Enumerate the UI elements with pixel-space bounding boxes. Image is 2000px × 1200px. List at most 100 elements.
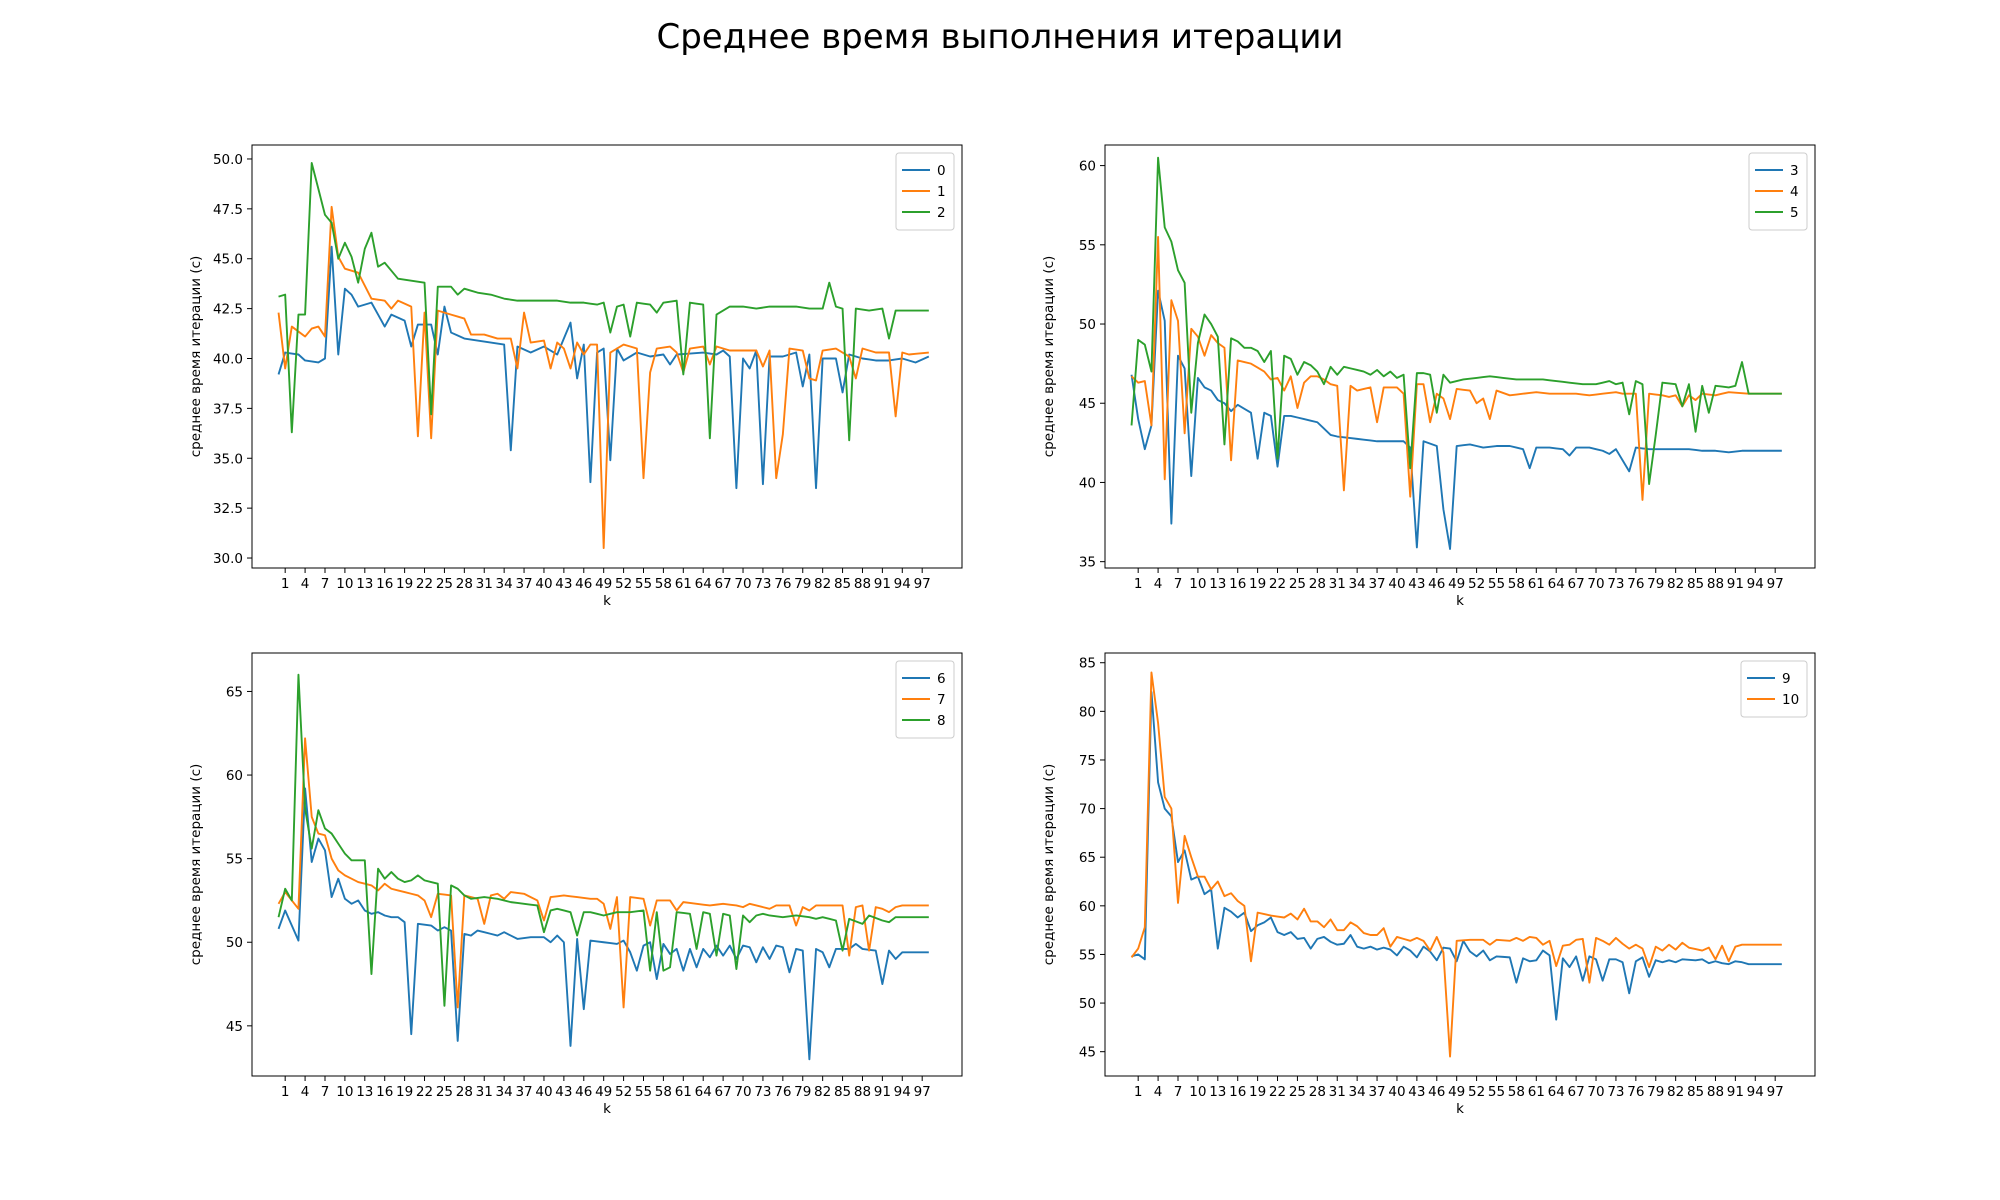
x-axis: 1 4 7 10 13 16 19 22 25 28 31 34 37 40 43 46 49 52 55 58 61 6…	[1134, 1076, 1784, 1100]
legend-label-4: 4	[1790, 184, 1799, 200]
series-line-5	[1130, 156, 1782, 485]
x-tick-label: 88	[1707, 576, 1724, 592]
subplot-grid: 1 4 7 10 13 16 19 22 25 28 31 34 37 40 43 46 49 52 55 58 61 6…	[188, 144, 1816, 1117]
x-tick-label: 31	[476, 576, 493, 592]
x-tick-label: 94	[894, 1084, 911, 1100]
x-tick-label: 52	[615, 1084, 632, 1100]
x-tick-label: 64	[1548, 576, 1565, 592]
x-tick-label: 94	[894, 576, 911, 592]
x-tick-label: 28	[1309, 576, 1326, 592]
x-tick-label: 46	[575, 576, 592, 592]
x-tick-label: 91	[874, 1084, 891, 1100]
series-line-4	[1130, 235, 1782, 501]
x-tick-label: 19	[1249, 1084, 1266, 1100]
y-tick-label: 50	[226, 935, 243, 951]
series-line-1	[277, 205, 929, 549]
y-axis-label: среднее время итерации (с)	[1041, 256, 1057, 458]
y-tick-label: 50	[1079, 317, 1096, 333]
x-tick-label: 13	[356, 1084, 373, 1100]
x-tick-label: 79	[1647, 576, 1664, 592]
x-tick-label: 16	[1229, 1084, 1246, 1100]
subplot-1: 1 4 7 10 13 16 19 22 25 28 31 34 37 40 43 46 49 52 55 58 61 6…	[1041, 144, 1816, 609]
series-line-6	[277, 787, 929, 1061]
x-tick-label: 70	[1587, 576, 1604, 592]
x-tick-label: 67	[715, 576, 732, 592]
x-tick-label: 97	[914, 1084, 931, 1100]
x-tick-label: 4	[301, 576, 310, 592]
y-tick-label: 55	[1079, 238, 1096, 254]
x-tick-label: 79	[1647, 1084, 1664, 1100]
x-tick-label: 49	[595, 576, 612, 592]
y-tick-label: 37.5	[213, 401, 243, 417]
x-tick-label: 55	[1488, 576, 1505, 592]
x-axis-label: k	[1456, 1101, 1464, 1117]
legend-label-9: 9	[1782, 671, 1791, 687]
x-tick-label: 37	[515, 1084, 532, 1100]
x-tick-label: 43	[1408, 576, 1425, 592]
x-tick-label: 61	[675, 1084, 692, 1100]
axes-frame	[1104, 144, 1816, 569]
y-tick-label: 32.5	[213, 501, 243, 517]
x-tick-label: 46	[575, 1084, 592, 1100]
y-tick-label: 47.5	[213, 202, 243, 218]
x-tick-label: 40	[535, 576, 552, 592]
y-axis: 45 50 55 60 65 70 75 80 85	[1079, 656, 1105, 1061]
x-tick-label: 58	[1508, 1084, 1525, 1100]
y-tick-label: 30.0	[213, 551, 243, 567]
subplot-3: 1 4 7 10 13 16 19 22 25 28 31 34 37 40 43 46 49 52 55 58 61 6…	[1041, 652, 1816, 1117]
series-line-9	[1131, 690, 1782, 1021]
x-tick-label: 22	[1269, 1084, 1286, 1100]
y-tick-label: 55	[1079, 947, 1096, 963]
x-tick-label: 34	[496, 1084, 513, 1100]
x-tick-label: 22	[416, 576, 433, 592]
x-tick-label: 31	[476, 1084, 493, 1100]
x-tick-label: 64	[695, 576, 712, 592]
x-tick-label: 82	[1667, 576, 1684, 592]
y-tick-label: 45	[1079, 396, 1096, 412]
x-tick-label: 1	[1134, 1084, 1143, 1100]
x-tick-label: 91	[1727, 1084, 1744, 1100]
x-tick-label: 1	[1134, 576, 1143, 592]
x-tick-label: 64	[1548, 1084, 1565, 1100]
x-tick-label: 34	[1349, 576, 1366, 592]
x-tick-label: 43	[555, 576, 572, 592]
x-tick-label: 37	[1368, 1084, 1385, 1100]
x-tick-label: 73	[754, 1084, 771, 1100]
series-line-3	[1130, 289, 1782, 550]
y-tick-label: 60	[1079, 899, 1096, 915]
x-tick-label: 28	[456, 1084, 473, 1100]
y-tick-label: 60	[1079, 159, 1096, 175]
x-tick-label: 55	[635, 1084, 652, 1100]
y-tick-label: 85	[1079, 656, 1096, 672]
x-tick-label: 67	[715, 1084, 732, 1100]
x-tick-label: 58	[655, 1084, 672, 1100]
x-tick-label: 76	[774, 1084, 791, 1100]
x-tick-label: 82	[1667, 1084, 1684, 1100]
x-tick-label: 25	[436, 576, 453, 592]
x-tick-label: 10	[336, 576, 353, 592]
x-tick-label: 64	[695, 1084, 712, 1100]
x-tick-label: 10	[1189, 576, 1206, 592]
x-tick-label: 97	[1767, 576, 1784, 592]
x-tick-label: 52	[1468, 576, 1485, 592]
x-tick-label: 7	[1174, 1084, 1183, 1100]
x-tick-label: 76	[774, 576, 791, 592]
series-line-0	[277, 245, 930, 490]
y-axis: 35 40 45 50 55 60	[1079, 159, 1105, 571]
x-tick-label: 73	[1607, 1084, 1624, 1100]
x-tick-label: 76	[1627, 576, 1644, 592]
x-tick-label: 73	[754, 576, 771, 592]
x-tick-label: 4	[301, 1084, 310, 1100]
x-tick-label: 55	[1488, 1084, 1505, 1100]
series-line-7	[277, 737, 929, 1009]
x-tick-label: 67	[1568, 576, 1585, 592]
x-tick-label: 61	[675, 576, 692, 592]
x-tick-label: 16	[1229, 576, 1246, 592]
legend-label-8: 8	[937, 713, 946, 729]
x-tick-label: 7	[321, 576, 330, 592]
legend: 6 7 8	[895, 660, 955, 739]
x-tick-label: 70	[1587, 1084, 1604, 1100]
y-tick-label: 45.0	[213, 252, 243, 268]
y-tick-label: 50	[1079, 996, 1096, 1012]
